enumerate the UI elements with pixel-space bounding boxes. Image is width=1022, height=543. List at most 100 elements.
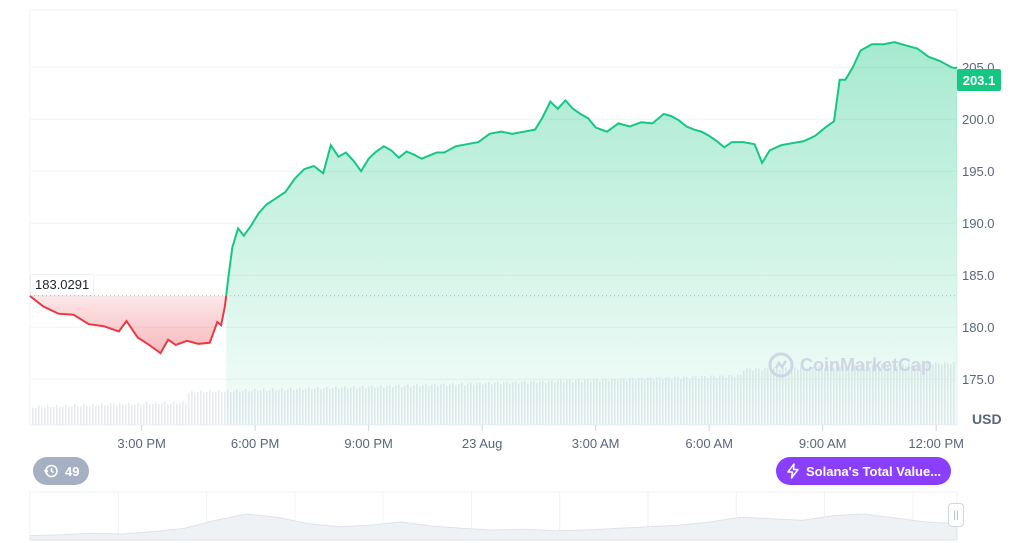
y-tick-label: 190.0 <box>962 216 995 231</box>
open-price-label: 183.0291 <box>31 275 94 295</box>
volume-bar <box>221 392 223 425</box>
volume-bar <box>59 406 61 425</box>
pause-icon: || <box>953 509 959 521</box>
volume-bar <box>47 404 49 425</box>
area-fill-down <box>30 295 227 354</box>
y-tick-label: 200.0 <box>962 112 995 127</box>
volume-bar <box>167 403 169 425</box>
volume-bar <box>35 407 37 425</box>
last-price-badge: 203.1 <box>957 69 1001 91</box>
volume-bar <box>95 405 97 425</box>
volume-bar <box>110 403 112 425</box>
volume-bar <box>212 392 214 425</box>
volume-bar <box>179 403 181 425</box>
volume-bar <box>173 401 175 425</box>
x-tick-label: 3:00 PM <box>117 436 165 451</box>
watermark: CoinMarketCap <box>768 352 932 378</box>
x-axis: 3:00 PM 6:00 PM 9:00 PM 23 Aug 3:00 AM 6:00 A… <box>117 425 964 451</box>
x-tick-label: 3:00 AM <box>572 436 620 451</box>
volume-bar <box>71 406 73 425</box>
volume-bar <box>155 401 157 425</box>
lightning-icon <box>787 463 799 479</box>
volume-bar <box>77 406 79 425</box>
volume-bar <box>176 403 178 425</box>
y-tick-label: 185.0 <box>962 268 995 283</box>
volume-bar <box>188 392 190 425</box>
event-badge[interactable]: Solana's Total Value... <box>776 457 952 485</box>
area-fill-up <box>226 42 957 425</box>
volume-bar <box>86 406 88 425</box>
volume-bar <box>98 405 100 425</box>
volume-bar <box>113 405 115 425</box>
volume-bar <box>80 406 82 425</box>
volume-bar <box>134 404 136 425</box>
volume-bar <box>119 402 121 425</box>
volume-bar <box>185 403 187 425</box>
navigator[interactable] <box>29 491 958 541</box>
volume-bar <box>164 401 166 425</box>
navigator-series <box>29 513 958 541</box>
price-line-up <box>225 41 958 296</box>
volume-bar <box>56 404 58 425</box>
event-badge-label: Solana's Total Value... <box>806 463 942 479</box>
price-line-down <box>29 295 228 355</box>
history-badge[interactable]: 49 <box>33 457 90 485</box>
volume-bar <box>125 404 127 425</box>
volume-bar <box>215 391 217 425</box>
x-tick-label: 23 Aug <box>462 436 503 451</box>
y-tick-label: 180.0 <box>962 320 995 335</box>
volume-bar <box>152 403 154 425</box>
volume-bar <box>68 406 70 425</box>
volume-bar <box>194 393 196 425</box>
volume-bar <box>146 402 148 425</box>
x-tick-label: 6:00 PM <box>231 436 279 451</box>
volume-bar <box>83 403 85 425</box>
volume-bar <box>32 407 34 425</box>
volume-bar <box>122 405 124 425</box>
volume-bar <box>140 404 142 425</box>
volume-bar <box>191 390 193 425</box>
volume-bar <box>149 404 151 425</box>
volume-bar <box>137 402 139 425</box>
x-tick-label: 12:00 PM <box>908 436 964 451</box>
volume-bar <box>131 404 133 425</box>
volume-bar <box>50 407 52 425</box>
volume-bar <box>197 392 199 425</box>
volume-bar <box>116 405 118 425</box>
volume-bar <box>62 406 64 425</box>
history-icon <box>43 464 58 478</box>
volume-bar <box>206 392 208 425</box>
volume-bar <box>38 405 40 425</box>
volume-bar <box>41 407 43 425</box>
volume-bar <box>104 405 106 425</box>
coinmarketcap-logo-icon <box>768 352 794 378</box>
volume-bar <box>224 391 226 425</box>
watermark-text: CoinMarketCap <box>800 354 933 375</box>
y-tick-label: 175.0 <box>962 372 995 387</box>
volume-bar <box>92 403 94 425</box>
volume-bar <box>182 400 184 425</box>
volume-bar <box>143 404 145 425</box>
volume-bar <box>44 407 46 425</box>
volume-bar <box>161 403 163 425</box>
volume-bar <box>74 404 76 425</box>
volume-bar <box>128 402 130 425</box>
unit-label: USD <box>972 411 1002 427</box>
history-count: 49 <box>65 463 80 479</box>
volume-bar <box>158 404 160 425</box>
volume-bar <box>107 405 109 425</box>
y-tick-label: 195.0 <box>962 164 995 179</box>
volume-bar <box>53 407 55 425</box>
volume-bar <box>203 392 205 425</box>
volume-bar <box>89 405 91 425</box>
volume-bar <box>101 403 103 425</box>
volume-bar <box>65 404 67 425</box>
x-tick-label: 9:00 PM <box>344 436 392 451</box>
volume-bar <box>170 403 172 425</box>
navigator-handle[interactable]: || <box>948 503 964 527</box>
volume-bar <box>200 390 202 425</box>
volume-bar <box>209 390 211 425</box>
x-tick-label: 9:00 AM <box>799 436 847 451</box>
